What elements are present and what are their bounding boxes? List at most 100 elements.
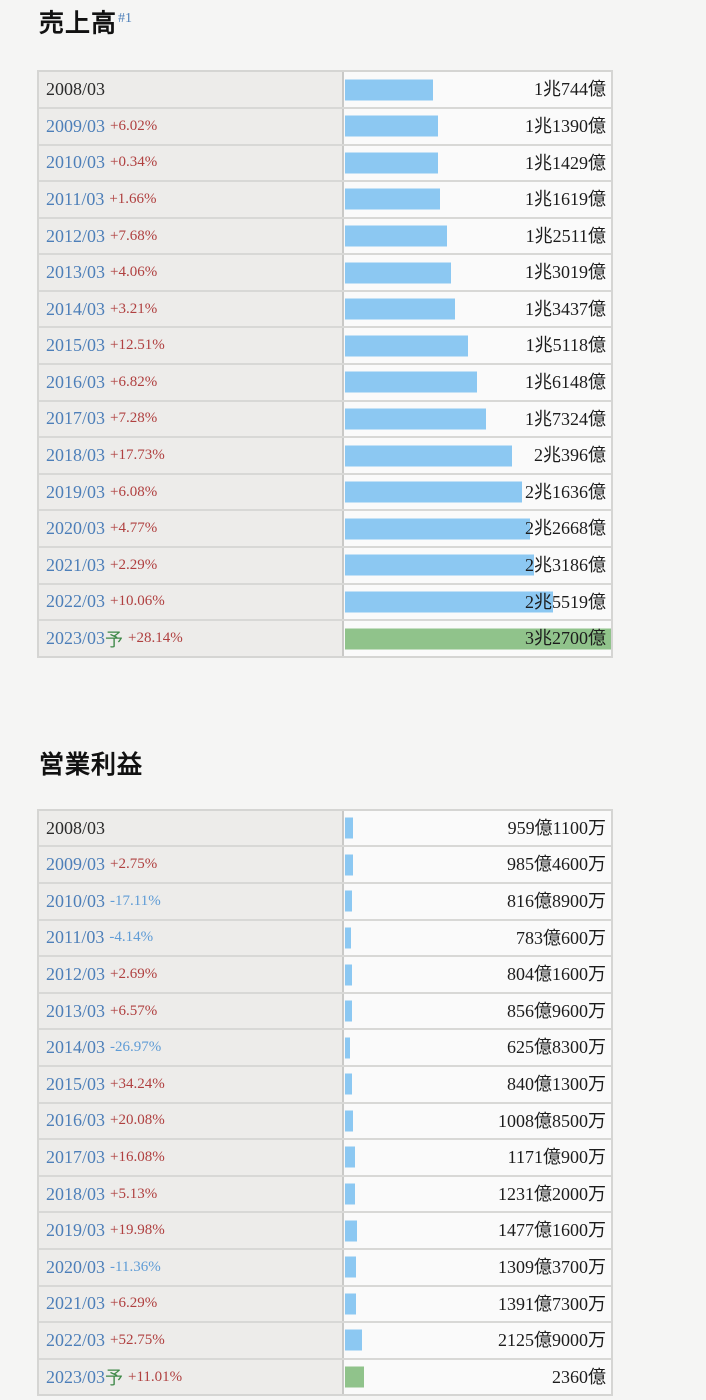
table-row: 2020/03 -11.36% 1309億3700万 (39, 1247, 611, 1285)
fiscal-year-link[interactable]: 2010/03 (46, 152, 106, 173)
pct-change-up: +10.06% (110, 593, 165, 610)
bar-cell: 856億9600万 (344, 993, 611, 1029)
table-row: 2022/03 +52.75% 2125億9000万 (39, 1321, 611, 1358)
value-bar (345, 518, 531, 540)
fiscal-year-link[interactable]: 2021/03 (46, 554, 106, 575)
pct-change-up: +2.75% (110, 856, 158, 873)
table-row: 2010/03 -17.11% 816億8900万 (39, 882, 611, 919)
bar-cell: 2兆396億 (344, 438, 611, 473)
fiscal-year-link[interactable]: 2019/03 (46, 1220, 106, 1241)
fiscal-year-link[interactable]: 2021/03 (46, 1293, 106, 1314)
fiscal-year-link[interactable]: 2015/03 (46, 335, 106, 356)
pct-change-up: +52.75% (110, 1331, 165, 1348)
fiscal-year-link[interactable]: 2012/03 (46, 964, 106, 984)
fiscal-year-link[interactable]: 2018/03 (46, 1183, 106, 1204)
table-row: 2015/03 +34.24% 840億1300万 (39, 1064, 611, 1102)
fiscal-year-cell: 2008/03 (39, 810, 344, 846)
pct-change-down: -26.97% (110, 1039, 162, 1056)
fiscal-year-link[interactable]: 2017/03 (46, 408, 106, 429)
fiscal-year-link[interactable]: 2019/03 (46, 481, 106, 502)
forecast-mark: 予 (105, 1368, 124, 1389)
fiscal-year-link[interactable]: 2013/03 (46, 262, 106, 283)
fiscal-year-link[interactable]: 2022/03 (46, 591, 106, 612)
table-row: 2016/03 +20.08% 1008億8500万 (39, 1101, 611, 1139)
bar-cell: 1兆5118億 (344, 328, 611, 364)
value-label: 1171億900万 (507, 1147, 606, 1168)
pct-change-up: +7.28% (110, 410, 158, 427)
pct-change-up: +19.98% (110, 1222, 165, 1239)
value-bar (345, 188, 440, 210)
fiscal-year-link[interactable]: 2013/03 (46, 1000, 106, 1021)
table-row: 2023/03 予 +28.14% 3兆2700億 (39, 619, 611, 656)
fiscal-year-cell: 2017/03 +16.08% (39, 1140, 344, 1175)
bar-cell: 2兆2668億 (344, 511, 611, 547)
fiscal-year-cell: 2017/03 +7.28% (39, 401, 344, 437)
fiscal-year-link[interactable]: 2018/03 (46, 445, 106, 466)
bar-cell: 959億1100万 (344, 810, 611, 846)
table-row: 2020/03 +4.77% 2兆2668億 (39, 509, 611, 547)
fiscal-year-link[interactable]: 2017/03 (46, 1146, 106, 1167)
pct-change-up: +5.13% (110, 1185, 158, 1202)
value-label: 3兆2700億 (525, 628, 606, 649)
value-label: 985億4600万 (507, 854, 606, 875)
value-bar (345, 927, 352, 949)
value-label: 783億600万 (516, 927, 606, 948)
bar-cell: 1兆6148億 (344, 365, 611, 400)
fiscal-year-link[interactable]: 2009/03 (46, 115, 106, 136)
fiscal-year-link[interactable]: 2014/03 (46, 298, 106, 319)
bar-cell: 1兆3437億 (344, 291, 611, 327)
value-bar (345, 1183, 356, 1205)
value-bar (345, 964, 352, 985)
fiscal-year-link[interactable]: 2023/03 (46, 1366, 106, 1387)
value-bar (345, 1220, 358, 1242)
fiscal-year-link[interactable]: 2020/03 (46, 518, 106, 539)
bar-cell: 1兆3019億 (344, 255, 611, 290)
pct-change-up: +34.24% (110, 1075, 165, 1092)
table-row: 2008/03 959億1100万 (39, 810, 611, 846)
fiscal-year-link[interactable]: 2016/03 (46, 1110, 106, 1131)
fiscal-year-cell: 2019/03 +6.08% (39, 474, 344, 510)
pct-change-up: +28.14% (128, 630, 183, 647)
fiscal-year-link[interactable]: 2014/03 (46, 1037, 106, 1058)
revenue-title-text: 売上高 (39, 10, 118, 38)
value-bar (345, 225, 448, 247)
value-label: 2兆396億 (534, 445, 606, 466)
bar-cell: 2兆1636億 (344, 474, 611, 510)
fiscal-year-link[interactable]: 2012/03 (46, 225, 106, 246)
fiscal-year-link[interactable]: 2023/03 (46, 628, 106, 649)
footnote-link[interactable]: #1 (118, 11, 133, 26)
value-label: 1兆3019億 (525, 262, 606, 283)
value-bar (345, 371, 477, 393)
fiscal-year-cell: 2021/03 +6.29% (39, 1286, 344, 1322)
bar-cell: 1兆7324億 (344, 401, 611, 437)
value-label: 1477億1600万 (498, 1220, 606, 1241)
fiscal-year-link[interactable]: 2011/03 (46, 188, 105, 209)
fiscal-year-cell: 2011/03 -4.14% (39, 920, 344, 956)
fiscal-year-cell: 2010/03 -17.11% (39, 884, 344, 919)
value-bar (345, 152, 439, 174)
fiscal-year-cell: 2008/03 (39, 72, 344, 107)
fiscal-year-link[interactable]: 2009/03 (46, 854, 106, 875)
pct-change-up: +17.73% (110, 447, 165, 464)
value-bar (345, 1146, 355, 1168)
fiscal-year-link[interactable]: 2016/03 (46, 371, 106, 392)
fiscal-year-cell: 2022/03 +52.75% (39, 1323, 344, 1358)
table-row: 2009/03 +6.02% 1兆1390億 (39, 106, 611, 144)
value-bar (345, 1073, 352, 1095)
fiscal-year-link[interactable]: 2011/03 (46, 927, 105, 948)
fiscal-year-link[interactable]: 2020/03 (46, 1256, 106, 1277)
value-label: 2兆5519億 (525, 591, 606, 612)
table-row: 2016/03 +6.82% 1兆6148億 (39, 363, 611, 400)
fiscal-year-cell: 2015/03 +12.51% (39, 328, 344, 364)
fiscal-year-link[interactable]: 2022/03 (46, 1329, 106, 1350)
fiscal-year-cell: 2020/03 +4.77% (39, 511, 344, 547)
fiscal-year-link[interactable]: 2010/03 (46, 890, 106, 911)
value-label: 1兆3437億 (525, 298, 606, 319)
pct-change-up: +4.77% (110, 520, 158, 537)
fiscal-year-link[interactable]: 2015/03 (46, 1073, 106, 1094)
bar-cell: 1兆744億 (344, 72, 611, 107)
bar-cell: 1兆1619億 (344, 182, 611, 217)
operating-profit-title-text: 営業利益 (39, 751, 144, 779)
forecast-mark: 予 (105, 629, 124, 650)
value-bar (345, 1329, 363, 1351)
